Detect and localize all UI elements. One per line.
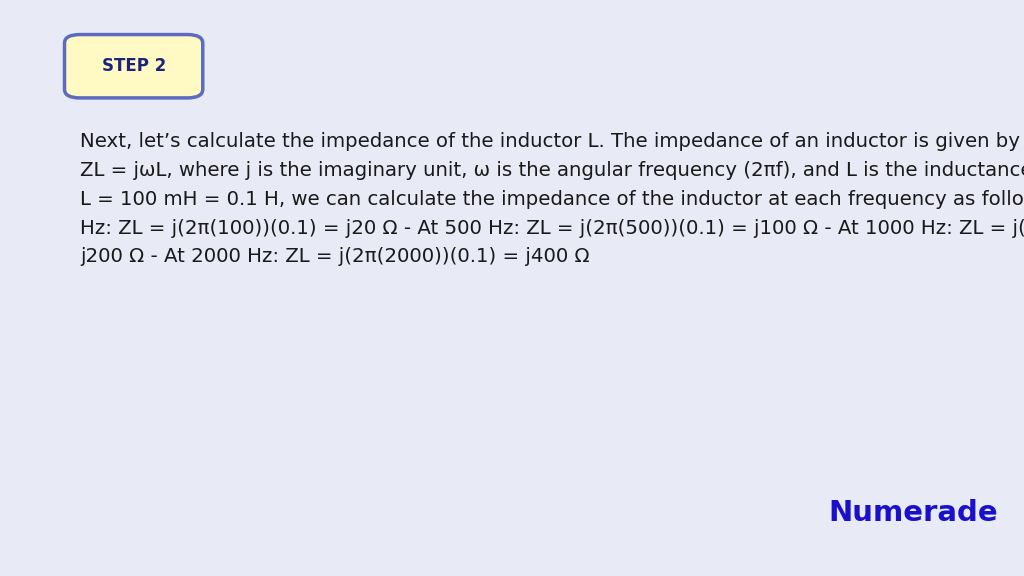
- Text: Numerade: Numerade: [828, 499, 998, 527]
- Text: Next, let’s calculate the impedance of the inductor L. The impedance of an induc: Next, let’s calculate the impedance of t…: [80, 132, 1024, 267]
- Text: STEP 2: STEP 2: [101, 57, 166, 75]
